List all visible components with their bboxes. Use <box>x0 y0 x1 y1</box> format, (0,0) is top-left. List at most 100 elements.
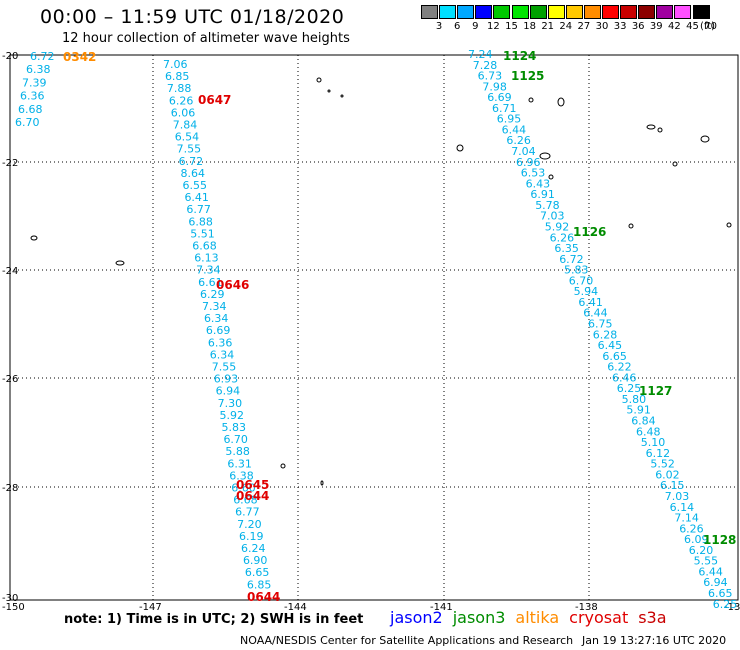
island-outline <box>320 480 324 486</box>
wave-height-value: 7.55 <box>212 361 237 374</box>
wave-height-value: 6.71 <box>492 102 517 115</box>
island-outline <box>327 89 331 93</box>
track-time-label: 0647 <box>198 93 231 107</box>
wave-height-value: 7.55 <box>177 143 202 156</box>
island-outline <box>280 463 286 469</box>
wave-height-value: 7.98 <box>482 80 507 93</box>
track-time-label: 1127 <box>639 384 672 398</box>
wave-height-value: 6.36 <box>208 336 233 349</box>
legend-label: 30 <box>595 21 609 32</box>
wave-height-value: 6.29 <box>200 288 225 301</box>
wave-height-value: 7.34 <box>196 264 221 277</box>
wave-height-value: 6.91 <box>530 188 555 201</box>
wave-height-value: 7.06 <box>163 58 188 71</box>
wave-height-value: 6.41 <box>184 191 209 204</box>
wave-height-value: 5.78 <box>535 199 560 212</box>
legend-label: 6 <box>454 21 461 32</box>
legend-swatch <box>439 5 457 19</box>
wave-height-value: 6.61 <box>198 276 223 289</box>
wave-height-value: 6.28 <box>593 328 618 341</box>
wave-height-value: 6.73 <box>478 70 503 83</box>
island-outline <box>548 174 554 180</box>
generated-timestamp: Jan 19 13:27:16 UTC 2020 <box>582 634 727 647</box>
legend-label: 36 <box>631 21 645 32</box>
wave-height-value: 5.92 <box>220 409 245 422</box>
legend-label: 70 <box>704 21 717 32</box>
wave-height-value: 6.25 <box>617 382 642 395</box>
wave-height-value: 6.60 <box>231 482 256 495</box>
island-outline <box>557 97 565 107</box>
island-outline <box>628 223 634 229</box>
track-time-label: 1125 <box>511 69 544 83</box>
wave-height-value: 7.88 <box>167 82 192 95</box>
legend-label: 12 <box>487 21 500 32</box>
island-outline <box>456 144 464 152</box>
legend-unit: (ft) <box>700 21 716 32</box>
wave-height-value: 6.25 <box>713 598 738 611</box>
legend-swatch <box>457 5 475 19</box>
wave-height-value: 6.85 <box>165 70 190 83</box>
island-outline <box>115 260 125 266</box>
satellite-key-jason2: jason2 <box>390 608 443 627</box>
wave-height-value: 6.35 <box>554 242 579 255</box>
legend-label: 39 <box>649 21 663 32</box>
track-time-label: 0646 <box>216 278 249 292</box>
wave-height-value: 5.83 <box>222 421 247 434</box>
wave-height-value: 6.94 <box>216 385 241 398</box>
wave-height-value: 5.10 <box>641 436 666 449</box>
legend-label: 45 <box>686 21 699 32</box>
lat-tick-label: -26 <box>2 374 18 385</box>
wave-height-value: 6.85 <box>247 578 272 591</box>
wave-height-value: 7.03 <box>540 210 565 223</box>
wave-height-value: 6.46 <box>612 371 637 384</box>
wave-height-value: 6.45 <box>598 339 623 352</box>
wave-height-value: 6.95 <box>497 113 522 126</box>
wave-height-value: 6.77 <box>235 506 260 519</box>
wave-height-value: 6.15 <box>660 479 685 492</box>
island-outline <box>539 152 551 160</box>
map-subtitle: 12 hour collection of altimeter wave hei… <box>62 31 350 46</box>
legend-label: 24 <box>559 21 573 32</box>
wave-height-value: 7.24 <box>468 48 493 61</box>
wave-height-value: 7.30 <box>218 397 243 410</box>
wave-height-value: 6.34 <box>210 348 235 361</box>
wave-height-value: 6.75 <box>588 318 613 331</box>
wave-height-value: 6.26 <box>550 231 575 244</box>
legend-swatch <box>674 5 692 19</box>
wave-height-value: 7.34 <box>202 300 227 313</box>
wave-height-value: 6.44 <box>583 307 608 320</box>
wave-height-value: 6.19 <box>239 530 263 543</box>
satellite-key-cryosat: cryosat <box>569 608 629 627</box>
legend-swatch <box>692 5 710 19</box>
legend-label: 18 <box>523 21 536 32</box>
wave-height-value: 6.26 <box>506 134 531 147</box>
credit-line: NOAA/NESDIS Center for Satellite Applica… <box>240 634 574 647</box>
wave-height-value: 7.20 <box>237 518 262 531</box>
wave-height-value: 6.72 <box>559 253 584 266</box>
wave-height-value: 5.52 <box>650 458 675 471</box>
wave-height-value: 6.65 <box>245 566 270 579</box>
track-time-label: 1126 <box>573 225 606 239</box>
wave-height-value: 7.84 <box>173 119 198 132</box>
wave-height-value: 6.41 <box>578 296 603 309</box>
wave-height-value: 5.55 <box>694 555 719 568</box>
wave-height-value: 6.70 <box>15 116 40 129</box>
legend-swatch <box>493 5 511 19</box>
lon-tick-label: -147 <box>139 602 162 613</box>
track-time-label: 0644 <box>236 489 269 503</box>
lat-tick-label: -28 <box>2 483 18 494</box>
wave-height-value: 6.70 <box>569 274 594 287</box>
map-title: 00:00 – 11:59 UTC 01/18/2020 <box>40 6 345 28</box>
legend-swatch <box>511 5 529 19</box>
island-outline <box>340 94 344 98</box>
lon-tick-label: -138 <box>575 602 598 613</box>
wave-height-value: 6.53 <box>521 167 546 180</box>
wave-height-value: 7.03 <box>665 490 690 503</box>
wave-height-value: 5.80 <box>622 393 647 406</box>
wave-height-value: 6.65 <box>602 350 627 363</box>
wave-height-value: 6.68 <box>18 103 43 116</box>
wave-height-value: 7.28 <box>473 59 498 72</box>
wave-height-value: 6.84 <box>631 415 656 428</box>
satellite-key: jason2 jason3 altika cryosat s3a <box>390 608 677 627</box>
